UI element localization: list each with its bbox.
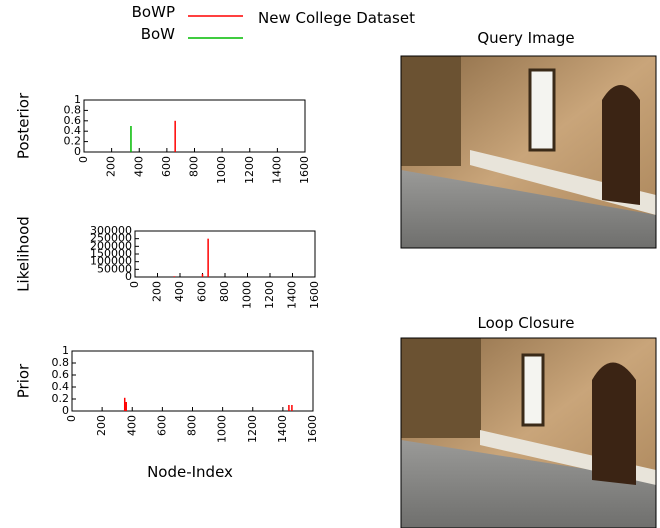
x-tick-label: 1600 [298,156,311,184]
x-tick-label: 0 [65,415,78,422]
x-tick-label: 1200 [263,281,276,309]
image-title: Query Image [477,29,574,47]
x-tick-label: 1400 [270,156,283,184]
x-tick-label: 200 [95,415,108,436]
x-tick-label: 1600 [308,281,321,309]
x-tick-label: 1000 [215,156,228,184]
y-tick-label: 0.8 [52,356,70,369]
legend-label: BoWP [132,3,175,21]
x-tick-label: 0 [128,281,141,288]
y-tick-label: 300000 [90,224,132,237]
x-tick-label: 400 [132,156,145,177]
x-tick-label: 1400 [276,415,289,443]
figure-title: New College Dataset [258,9,415,27]
y-axis-label: Prior [15,363,33,398]
x-tick-label: 600 [155,415,168,436]
legend-label: BoW [141,25,175,43]
x-tick-label: 800 [188,156,201,177]
y-tick-label: 0.4 [52,380,70,393]
y-axis-label: Posterior [15,92,33,159]
x-tick-label: 800 [186,415,199,436]
x-tick-label: 400 [173,281,186,302]
plot-frame [135,231,315,277]
image-title: Loop Closure [478,314,575,332]
loop-closure-image [401,338,656,528]
plot-frame [84,100,305,152]
x-tick-label: 1000 [216,415,229,443]
y-tick-label: 0.2 [52,392,70,405]
figure: New College Dataset BoWP BoW Node-Index … [0,0,660,528]
x-tick-label: 1600 [306,415,319,443]
y-axis-label: Likelihood [15,216,33,292]
x-tick-label: 1200 [243,156,256,184]
x-tick-label: 1200 [246,415,259,443]
x-tick-label: 800 [218,281,231,302]
query-image [401,56,656,248]
x-axis-label: Node-Index [147,463,233,481]
x-tick-label: 0 [77,156,90,163]
y-tick-label: 0.6 [52,368,70,381]
y-tick-label: 1 [62,344,69,357]
x-tick-label: 200 [105,156,118,177]
plot-frame [72,351,313,411]
x-tick-label: 200 [151,281,164,302]
x-tick-label: 600 [160,156,173,177]
x-tick-label: 1000 [241,281,254,309]
x-tick-label: 1400 [286,281,299,309]
y-tick-label: 1 [74,93,81,106]
x-tick-label: 600 [196,281,209,302]
x-tick-label: 400 [125,415,138,436]
